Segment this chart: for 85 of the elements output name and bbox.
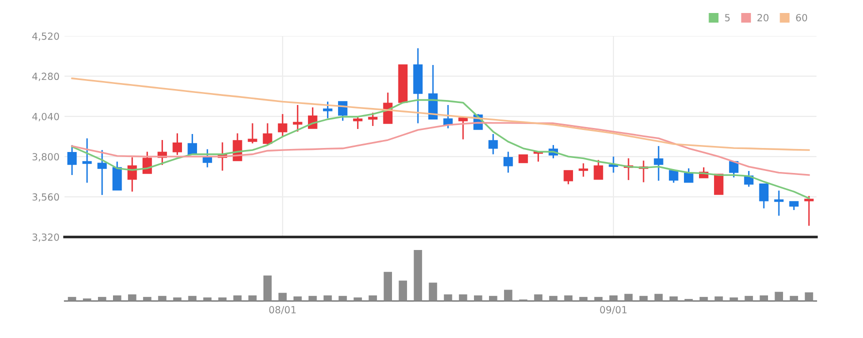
legend-label: 60 bbox=[796, 14, 808, 22]
bar bbox=[444, 294, 452, 301]
candlestick bbox=[127, 156, 137, 192]
bar bbox=[669, 296, 678, 301]
bar bbox=[549, 296, 558, 301]
y-tick-label: 4,040 bbox=[32, 112, 59, 122]
candlestick bbox=[97, 149, 107, 196]
bar bbox=[714, 296, 723, 301]
candlestick bbox=[564, 170, 574, 185]
candlestick bbox=[188, 133, 198, 156]
candlestick bbox=[488, 133, 498, 155]
y-tick-label: 4,520 bbox=[32, 32, 59, 41]
y-tick-label: 3,560 bbox=[32, 193, 59, 202]
bar bbox=[804, 292, 814, 301]
legend-label: 20 bbox=[757, 14, 768, 22]
bar bbox=[82, 298, 92, 301]
candlestick bbox=[774, 190, 784, 216]
bar bbox=[128, 294, 136, 301]
bar bbox=[68, 296, 76, 301]
bar bbox=[368, 295, 377, 301]
candlestick bbox=[353, 116, 362, 130]
candlestick bbox=[82, 138, 92, 184]
bar bbox=[233, 295, 242, 301]
bar bbox=[158, 296, 166, 301]
bar bbox=[639, 296, 648, 301]
bar bbox=[248, 295, 257, 301]
bar bbox=[579, 296, 588, 301]
bar bbox=[564, 295, 572, 301]
candlestick bbox=[458, 116, 468, 140]
candlestick bbox=[292, 104, 302, 132]
candlestick bbox=[594, 159, 604, 180]
x-tick-label: 08/01 bbox=[269, 306, 296, 314]
bar bbox=[458, 294, 468, 301]
candlestick bbox=[262, 122, 272, 146]
candlestick bbox=[654, 145, 664, 182]
bar bbox=[594, 296, 603, 301]
bar bbox=[384, 272, 392, 301]
bar bbox=[354, 297, 362, 301]
line-series bbox=[71, 78, 810, 151]
y-tick-label: 4,280 bbox=[32, 72, 59, 82]
y-tick-label: 3,320 bbox=[32, 233, 59, 242]
candlestick bbox=[578, 162, 588, 178]
bar bbox=[489, 296, 498, 301]
bar bbox=[700, 296, 708, 301]
bar bbox=[278, 292, 287, 301]
candlestick bbox=[112, 160, 122, 191]
bar bbox=[293, 296, 302, 301]
x-tick-label: 09/01 bbox=[600, 306, 627, 314]
bar bbox=[534, 294, 542, 301]
bar bbox=[730, 297, 738, 301]
candlestick bbox=[759, 183, 769, 210]
bar bbox=[398, 280, 408, 301]
bar bbox=[263, 276, 272, 301]
candlestick bbox=[172, 132, 182, 156]
bar bbox=[173, 297, 182, 301]
bar bbox=[338, 296, 347, 301]
bar bbox=[504, 290, 512, 301]
bar bbox=[203, 297, 212, 301]
candlestick bbox=[368, 112, 378, 127]
legend-label: 5 bbox=[725, 14, 730, 22]
bar bbox=[790, 296, 798, 301]
bar bbox=[609, 295, 618, 301]
bar bbox=[428, 282, 438, 301]
bar bbox=[654, 294, 663, 301]
bar bbox=[474, 295, 482, 301]
bar bbox=[624, 294, 633, 301]
y-tick-label: 3,800 bbox=[32, 153, 59, 162]
candlestick bbox=[503, 151, 513, 174]
bar bbox=[143, 296, 152, 301]
bar bbox=[218, 297, 227, 301]
candlestick bbox=[278, 113, 288, 138]
candlestick bbox=[323, 100, 332, 119]
candlestick bbox=[729, 160, 738, 178]
candlestick bbox=[142, 151, 152, 174]
candlestick bbox=[684, 168, 694, 183]
bar bbox=[760, 295, 768, 301]
bar bbox=[324, 295, 332, 301]
candlestick bbox=[248, 122, 258, 144]
bar bbox=[98, 296, 106, 301]
bar bbox=[774, 292, 784, 301]
bar bbox=[414, 250, 422, 301]
bar bbox=[744, 296, 753, 301]
bar bbox=[113, 295, 122, 301]
bar bbox=[188, 296, 196, 301]
bar bbox=[308, 296, 317, 301]
